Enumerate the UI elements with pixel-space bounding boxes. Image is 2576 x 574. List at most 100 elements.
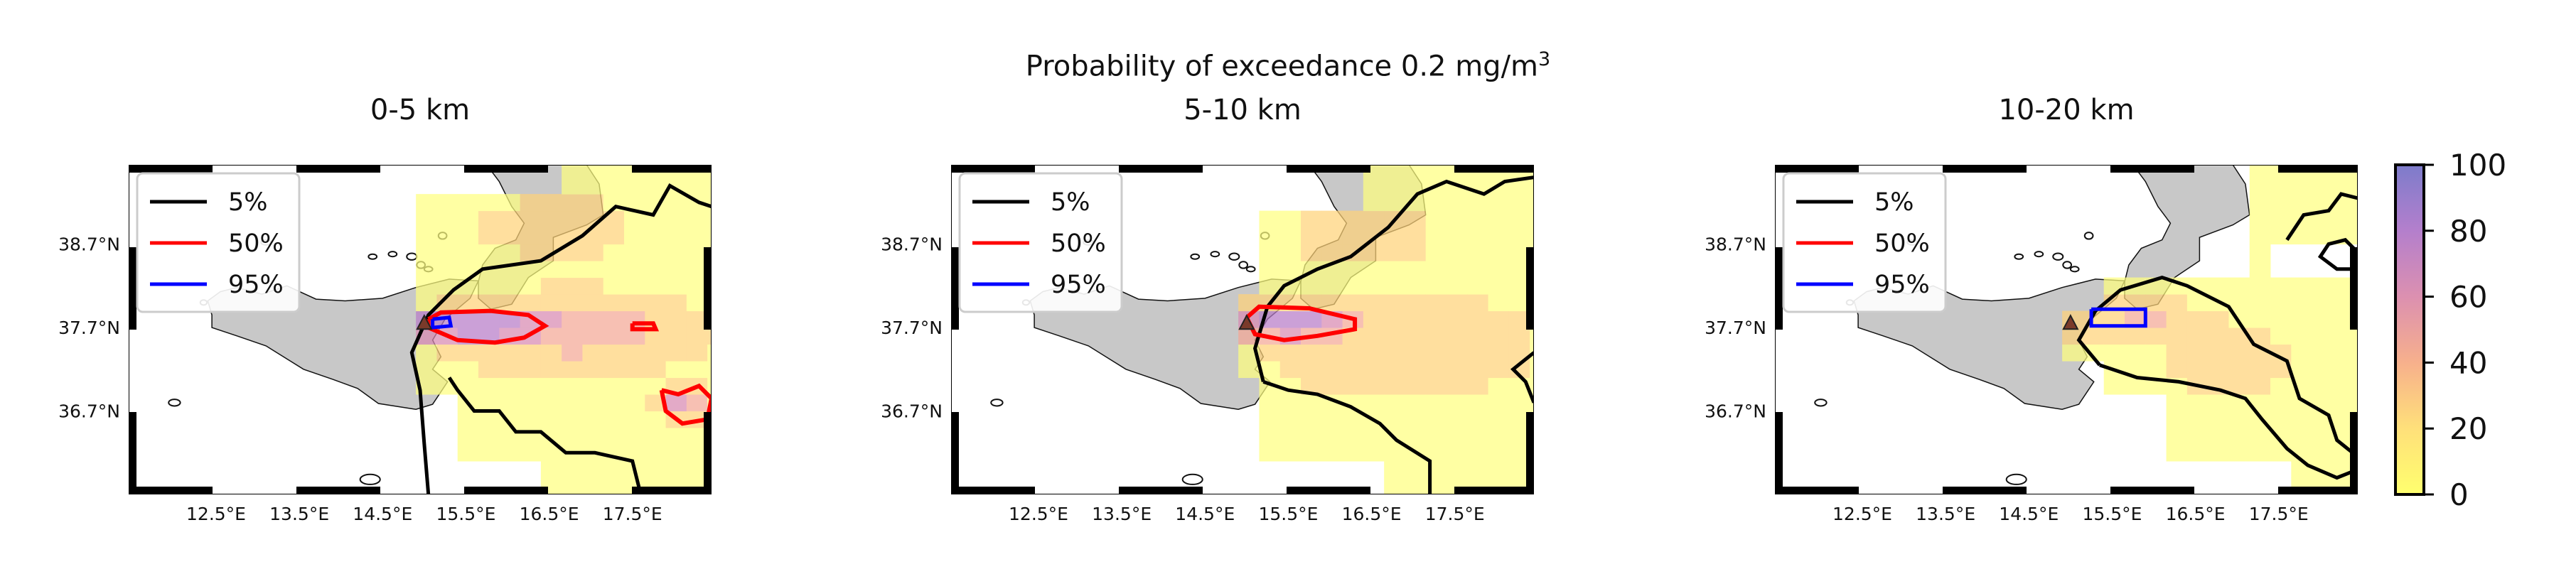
grid-cell [1259,394,1281,412]
island [1181,473,1203,485]
grid-cell [436,261,458,278]
grid-cell [2312,327,2334,345]
grid-cell [1279,310,1302,328]
grid-cell [2125,377,2146,395]
grid-cell [686,394,708,412]
grid-cell [2332,294,2354,312]
grid-cell [1508,444,1530,462]
grid-cell [2270,377,2292,395]
grid-cell [645,344,667,362]
island [2069,266,2080,273]
grid-cell [457,210,479,228]
island [2062,261,2073,269]
panel-title: 5-10 km [1184,94,1302,126]
grid-cell [499,361,521,379]
grid-cell [1301,210,1322,228]
grid-cell [2249,227,2271,245]
grid-cell [520,411,542,428]
grid-cell [2249,294,2271,312]
lon-tick-label: 15.5°E [436,504,495,524]
grid-cell [1447,294,1468,312]
grid-cell [2270,177,2292,195]
grid-cell [2332,361,2354,379]
grid-cell [1384,344,1405,362]
grid-cell [2312,277,2334,295]
grid-cell [2291,227,2313,245]
grid-cell [1384,277,1405,295]
grid-cell [1405,210,1427,228]
grid-cell [686,361,708,379]
grid-cell [624,277,645,295]
grid-cell [686,444,708,462]
grid-cell [2312,177,2334,195]
colorbar-tick-label: 100 [2449,148,2506,183]
map-area: 5% 50% 95% [951,165,1534,494]
island [2034,251,2044,258]
grid-cell [2249,210,2271,228]
grid-cell [1363,327,1385,345]
grid-cell [1384,444,1405,462]
grid-cell [686,261,708,278]
grid-cell [457,361,479,379]
contour-5-percent [2285,192,2358,242]
grid-cell [2166,394,2188,412]
grid-cell [1301,411,1322,428]
grid-cell [1405,461,1427,479]
grid-cell [478,444,500,462]
volcano-marker-icon [416,314,433,330]
grid-cell [2270,444,2292,462]
grid-cell [1321,210,1343,228]
grid-cell [2166,444,2188,462]
colorbar-tick-label: 20 [2449,411,2487,446]
lon-tick-label: 12.5°E [1832,504,1892,524]
grid-cell [436,244,458,261]
grid-cell [562,210,583,228]
grid-cell [1405,227,1427,245]
grid-cell [1467,194,1489,212]
grid-cell [1363,428,1385,445]
grid-cell [1488,411,1510,428]
grid-cell [562,361,583,379]
grid-cell [2354,227,2358,245]
lat-tick-label: 37.7°N [1705,318,1766,338]
grid-cell [2270,411,2292,428]
grid-cell [2103,377,2125,395]
grid-cell [540,194,562,212]
grid-cell [1488,310,1510,328]
grid-cell [707,344,712,362]
grid-cell [1301,377,1322,395]
grid-cell [1279,428,1302,445]
grid-cell [2312,210,2334,228]
grid-cell [645,227,667,245]
grid-cell [1425,394,1447,412]
grid-cell [436,227,458,245]
island [359,473,381,485]
grid-cell [2354,377,2358,395]
grid-cell [416,361,437,379]
grid-cell [582,310,604,328]
contour-95-percent [2089,307,2147,328]
map-area: 5% 50% 95% [1775,165,2358,494]
grid-cell [1384,477,1405,494]
grid-cell [665,277,687,295]
grid-cell [2291,277,2313,295]
grid-cell [2166,310,2188,328]
grid-cell [686,294,708,312]
grid-cell [1488,244,1510,261]
grid-cell [1530,227,1534,245]
grid-cell [520,210,542,228]
grid-cell [1425,227,1447,245]
grid-cell [665,461,687,479]
grid-cell [520,227,542,245]
island [1245,266,1256,273]
grid-cell [2354,177,2358,195]
lon-tick-label: 17.5°E [1425,504,1485,524]
grid-cell [1467,411,1489,428]
grid-cell [582,261,604,278]
grid-cell [2291,327,2313,345]
grid-cell [2270,277,2292,295]
grid-cell [2354,344,2358,362]
grid-cell [2125,344,2146,362]
grid-cell [1405,177,1427,195]
